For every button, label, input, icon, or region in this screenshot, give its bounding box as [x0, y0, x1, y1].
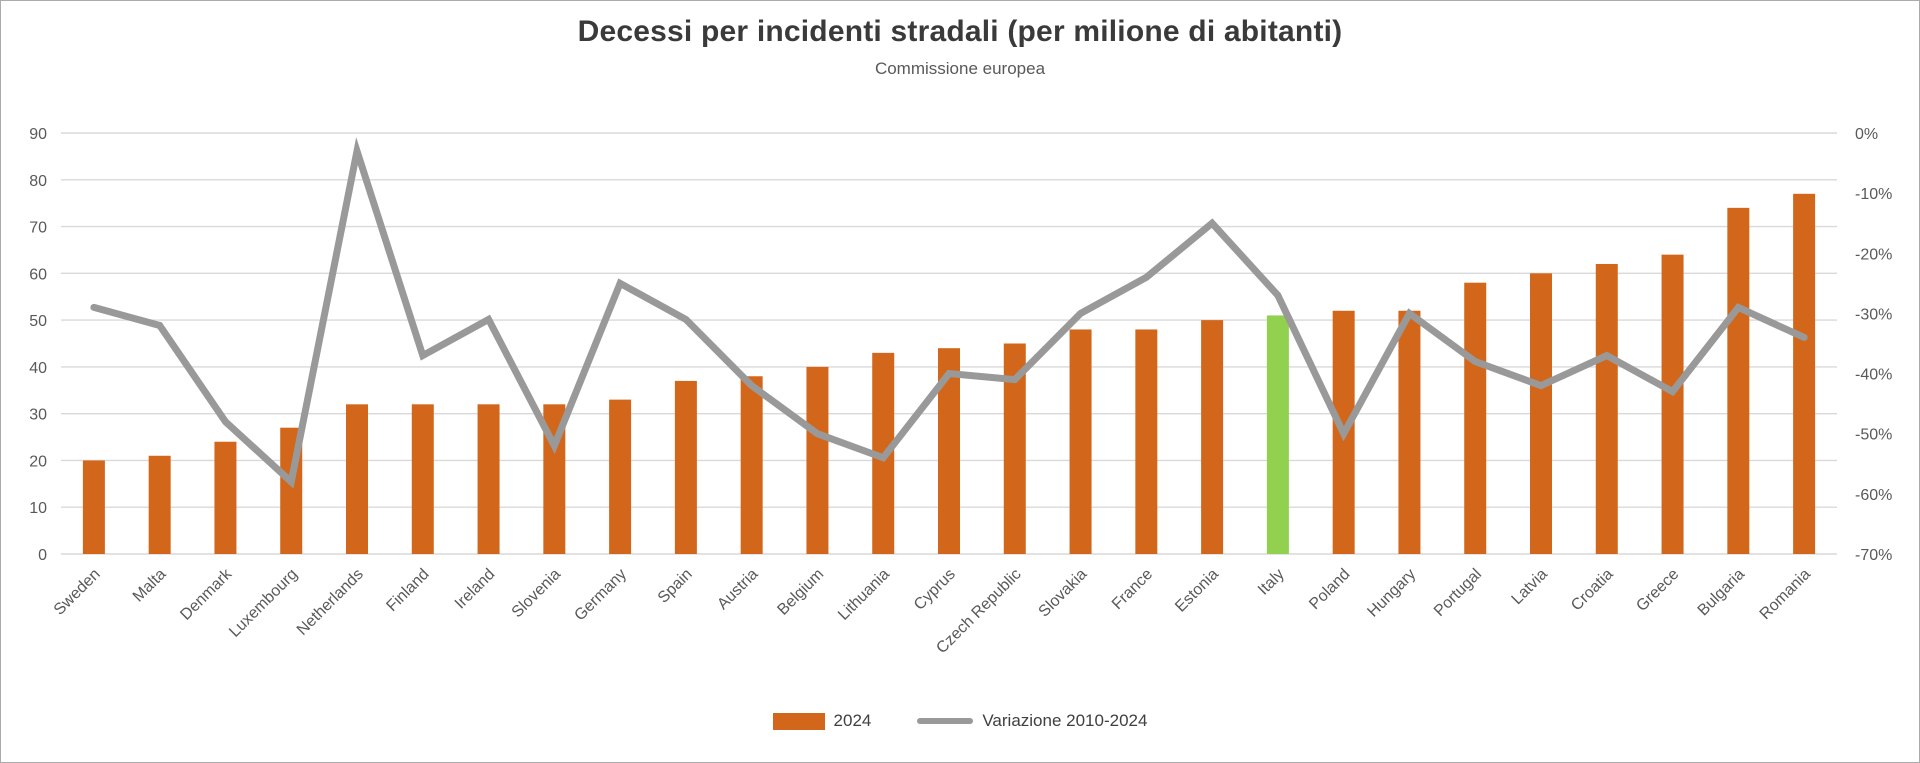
bar-netherlands — [346, 404, 368, 554]
bar-croatia — [1595, 263, 1618, 554]
legend-label-2024: 2024 — [833, 711, 872, 730]
x-label-denmark: Denmark — [177, 565, 236, 624]
bar-spain — [674, 380, 697, 554]
bar-france — [1135, 329, 1158, 554]
left-axis-tick-70: 70 — [29, 220, 47, 237]
x-label-bulgaria: Bulgaria — [1695, 566, 1749, 620]
x-label-hungary: Hungary — [1364, 566, 1419, 621]
chart-title: Decessi per incidenti stradali (per mili… — [577, 15, 1343, 48]
chart-subtitle: Commissione europea — [874, 59, 1046, 78]
bar-germany — [609, 399, 632, 554]
bar-greece — [1661, 254, 1684, 554]
bar-slovakia — [1069, 329, 1092, 554]
x-label-italy: Italy — [1255, 566, 1288, 599]
left-axis-tick-50: 50 — [29, 313, 47, 330]
bar-denmark — [214, 441, 237, 554]
legend-item-2024: 2024 — [772, 711, 872, 731]
bar-czech-republic — [1003, 343, 1026, 554]
bar-sweden — [82, 460, 105, 554]
bar-ireland — [477, 404, 500, 554]
legend-line-swatch — [917, 718, 974, 724]
left-axis-tick-30: 30 — [29, 407, 47, 424]
x-label-slovenia: Slovenia — [509, 566, 564, 621]
bar-cyprus — [938, 348, 960, 554]
bar-italy — [1266, 315, 1289, 554]
right-axis-tick--10-: -10% — [1855, 186, 1892, 203]
x-label-belgium: Belgium — [774, 566, 827, 619]
right-axis-tick--20-: -20% — [1855, 246, 1892, 263]
x-label-portugal: Portugal — [1431, 566, 1485, 620]
x-label-netherlands: Netherlands — [294, 566, 367, 639]
x-label-finland: Finland — [383, 566, 432, 615]
right-axis-tick--50-: -50% — [1855, 427, 1892, 444]
x-label-poland: Poland — [1306, 566, 1353, 613]
legend-item-variazione: Variazione 2010-2024 — [917, 711, 1147, 731]
left-axis-tick-20: 20 — [29, 453, 47, 470]
x-label-spain: Spain — [655, 566, 696, 607]
x-label-malta: Malta — [130, 566, 170, 606]
left-axis-tick-80: 80 — [29, 173, 47, 190]
bar-malta — [148, 455, 171, 554]
legend-label-variazione: Variazione 2010-2024 — [982, 711, 1148, 730]
x-label-lithuania: Lithuania — [835, 566, 893, 624]
bar-latvia — [1530, 273, 1552, 554]
x-label-cyprus: Cyprus — [911, 566, 959, 614]
bar-portugal — [1464, 282, 1487, 554]
x-label-sweden: Sweden — [51, 566, 104, 619]
x-label-estonia: Estonia — [1172, 566, 1222, 616]
legend: 2024 Variazione 2010-2024 — [1, 711, 1919, 731]
left-axis-tick-40: 40 — [29, 360, 47, 377]
trend-line — [90, 137, 1808, 489]
right-axis-tick-0-: 0% — [1855, 126, 1878, 143]
right-axis-tick--30-: -30% — [1855, 306, 1892, 323]
x-label-germany: Germany — [571, 566, 630, 625]
right-axis-tick--60-: -60% — [1855, 487, 1892, 504]
left-axis-tick-90: 90 — [29, 126, 47, 143]
left-axis-tick-0: 0 — [38, 547, 47, 564]
x-label-luxembourg: Luxembourg — [226, 566, 301, 641]
x-label-croatia: Croatia — [1568, 566, 1617, 615]
bar-bulgaria — [1727, 207, 1750, 554]
bar-austria — [740, 376, 763, 554]
x-label-france: France — [1109, 566, 1156, 613]
bar-belgium — [806, 366, 829, 554]
bar-finland — [411, 404, 434, 554]
left-axis-tick-60: 60 — [29, 266, 47, 283]
x-label-latvia: Latvia — [1509, 566, 1551, 608]
x-label-austria: Austria — [714, 566, 761, 613]
legend-bar-swatch — [772, 712, 825, 730]
right-axis-tick--40-: -40% — [1855, 367, 1892, 384]
x-label-greece: Greece — [1633, 566, 1682, 615]
left-axis-tick-10: 10 — [29, 500, 47, 517]
bar-romania — [1793, 193, 1816, 555]
bar-estonia — [1201, 320, 1224, 554]
x-label-romania: Romania — [1757, 566, 1814, 623]
x-label-slovakia: Slovakia — [1036, 566, 1091, 621]
right-axis-tick--70-: -70% — [1855, 547, 1892, 564]
bar-hungary — [1398, 310, 1421, 554]
x-label-ireland: Ireland — [452, 566, 499, 613]
